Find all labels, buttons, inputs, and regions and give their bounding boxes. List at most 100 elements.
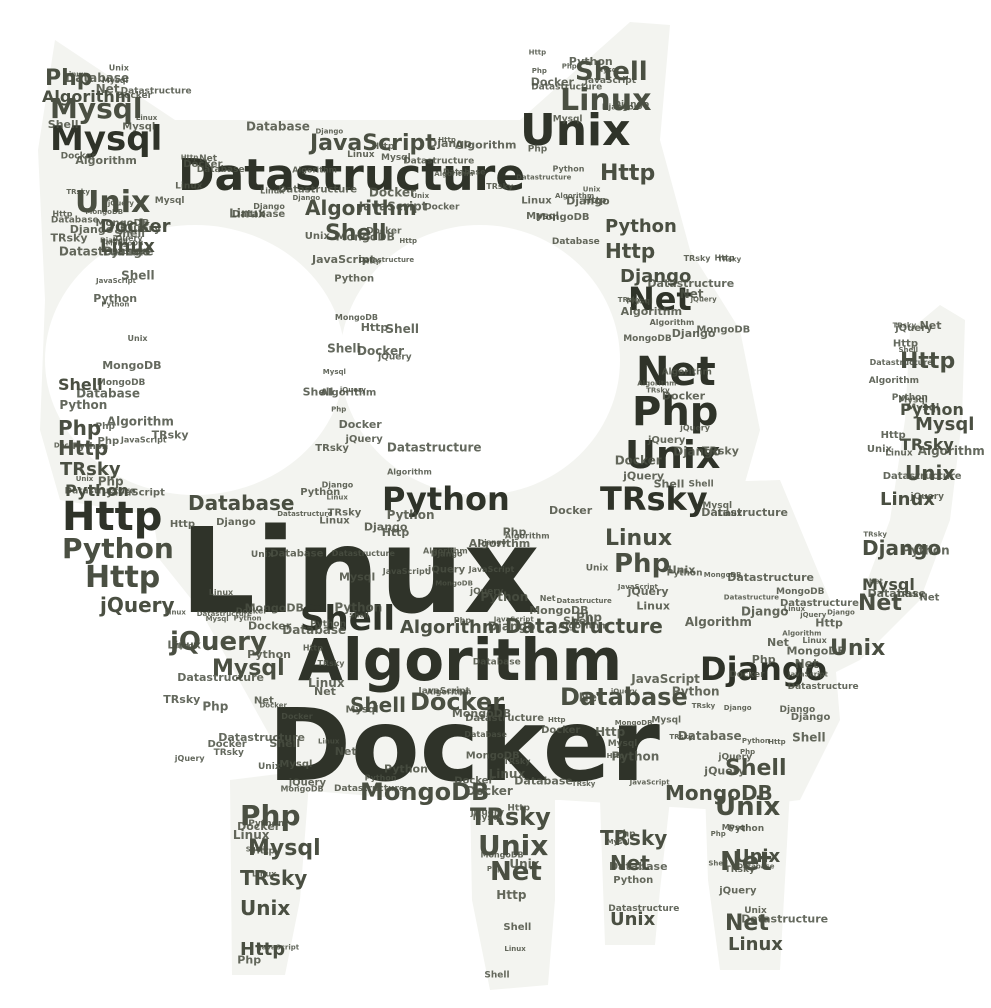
cloud-word-small: JavaScript <box>787 670 829 678</box>
cloud-word-small: Php <box>454 616 472 625</box>
cloud-word-small: Linux <box>504 945 526 953</box>
cloud-word-small: Django <box>316 127 344 135</box>
cloud-word-small: Http <box>815 616 843 629</box>
cloud-word-small: TRsky <box>214 748 244 758</box>
cloud-word-small: Datastructure <box>701 506 788 519</box>
cloud-word: jQuery <box>169 627 267 657</box>
cloud-word: Mysql <box>248 836 321 861</box>
cloud-word-small: Http <box>715 254 735 263</box>
cloud-word-small: Django <box>100 237 128 245</box>
cloud-word: Unix <box>625 433 720 477</box>
cloud-word: Mysql <box>862 575 915 594</box>
cloud-word-small: TRsky <box>646 387 670 395</box>
cloud-word-small: Http <box>881 430 906 441</box>
cloud-word-small: Net <box>335 745 357 758</box>
cloud-word-small: Python <box>902 544 950 558</box>
cloud-word-small: Unix <box>258 762 281 772</box>
cloud-word-small: Python <box>569 55 613 68</box>
cloud-word-small: Docker <box>729 670 765 680</box>
cloud-word-small: Shell <box>114 227 145 240</box>
cloud-word: Net <box>858 591 902 616</box>
cloud-word-small: Linux <box>64 71 86 79</box>
cloud-word-small: Algorithm <box>621 305 682 318</box>
cloud-word: Http <box>58 436 108 460</box>
cloud-word-small: Docker <box>466 784 513 798</box>
cloud-word-small: Mysql <box>607 838 630 846</box>
cloud-word: Linux <box>100 236 155 257</box>
cloud-word-small: Php <box>503 525 527 538</box>
cloud-word-small: jQuery <box>627 585 669 598</box>
cloud-word-small: Django <box>428 137 472 150</box>
cloud-word-small: TRsky <box>486 182 514 191</box>
cloud-word: Php <box>240 799 301 832</box>
cloud-word-small: TRsky <box>163 693 200 706</box>
cloud-word-small: Http <box>252 847 275 857</box>
cloud-word: Algorithm <box>42 87 131 106</box>
cloud-word-small: Http <box>303 644 323 653</box>
cloud-word: Algorithm <box>305 196 417 220</box>
cloud-word-small: jQuery <box>470 808 505 818</box>
cloud-word: TRsky <box>470 803 551 831</box>
cloud-word-small: Net <box>920 593 940 604</box>
cloud-word-small: MongoDB <box>704 571 742 579</box>
cloud-word-small: Datastructure <box>647 277 734 290</box>
cloud-word: Algorithm <box>298 626 622 694</box>
cloud-word: TRsky <box>600 480 708 518</box>
cloud-word-small: Docker <box>117 91 153 101</box>
cloud-word: Linux <box>728 934 783 955</box>
cloud-word-small: Algorithm <box>455 139 516 152</box>
cloud-word-small: Database <box>51 215 99 225</box>
cloud-word-small: Php <box>616 830 636 840</box>
cloud-word-small: Php <box>740 748 755 756</box>
cloud-word-small: Python <box>365 774 397 783</box>
cloud-word-small: Shell <box>246 845 266 853</box>
cloud-word-small: Django <box>673 445 721 459</box>
cloud-word-small: Python <box>742 737 770 745</box>
cloud-word-small: Php <box>98 436 120 447</box>
cloud-word: Datastructure <box>505 614 663 638</box>
cloud-word-small: Database <box>76 386 140 400</box>
cloud-word-small: Shell <box>349 611 369 619</box>
cloud-word-small: Net <box>579 691 603 705</box>
cloud-word-small: Django <box>827 608 855 616</box>
cloud-word-small: Docker <box>662 389 706 402</box>
cloud-word-small: Mysql <box>381 153 411 163</box>
cloud-word: Python <box>900 400 964 419</box>
cloud-word-small: Algorithm <box>558 622 608 632</box>
cloud-word: Http <box>600 161 655 186</box>
cloud-word-small: JavaScript <box>107 488 165 499</box>
cloud-word-small: Database <box>197 165 245 175</box>
cloud-word-small: Linux <box>318 738 340 746</box>
cloud-word-small: Net <box>767 636 789 649</box>
cloud-word: TRsky <box>600 826 667 850</box>
cloud-word-small: Django <box>672 327 716 340</box>
cloud-word: Linux <box>880 489 935 510</box>
cloud-word-small: Linux <box>636 600 670 613</box>
cloud-word-small: Algorithm <box>637 380 676 388</box>
cloud-word-small: Linux <box>165 609 187 617</box>
cloud-word-small: Algorithm <box>869 376 919 386</box>
cloud-word-small: jQuery <box>339 386 367 394</box>
cloud-word-small: jQuery <box>288 778 327 789</box>
cloud-word-small: Datastructure <box>883 471 962 482</box>
cloud-word-small: Mysql <box>553 115 583 125</box>
cloud-word-small: JavaScript <box>311 253 375 266</box>
cloud-word-small: Linux <box>347 150 375 160</box>
cloud-word-small: Algorithm <box>469 537 530 550</box>
cloud-word: Django <box>620 266 691 287</box>
cloud-word-small: Mysql <box>102 76 129 85</box>
cloud-word: TRsky <box>60 459 121 480</box>
cat-leg-mid-left <box>470 790 555 990</box>
cloud-word: Shell <box>350 693 406 717</box>
cloud-word-small: Datastructure <box>65 487 136 497</box>
cloud-word-small: MongoDB <box>536 212 590 223</box>
cloud-word-small: Linux <box>718 509 743 518</box>
cloud-word: Net <box>610 851 650 875</box>
cloud-word-small: MongoDB <box>435 580 473 588</box>
cloud-word-small: Php <box>576 610 602 624</box>
cloud-word-small: Shell <box>327 342 361 356</box>
cloud-word-small: JavaScript <box>468 565 515 574</box>
cloud-word-small: Http <box>52 210 72 219</box>
cloud-word: Python <box>62 532 174 565</box>
cloud-word-small: Mysql <box>155 196 185 206</box>
